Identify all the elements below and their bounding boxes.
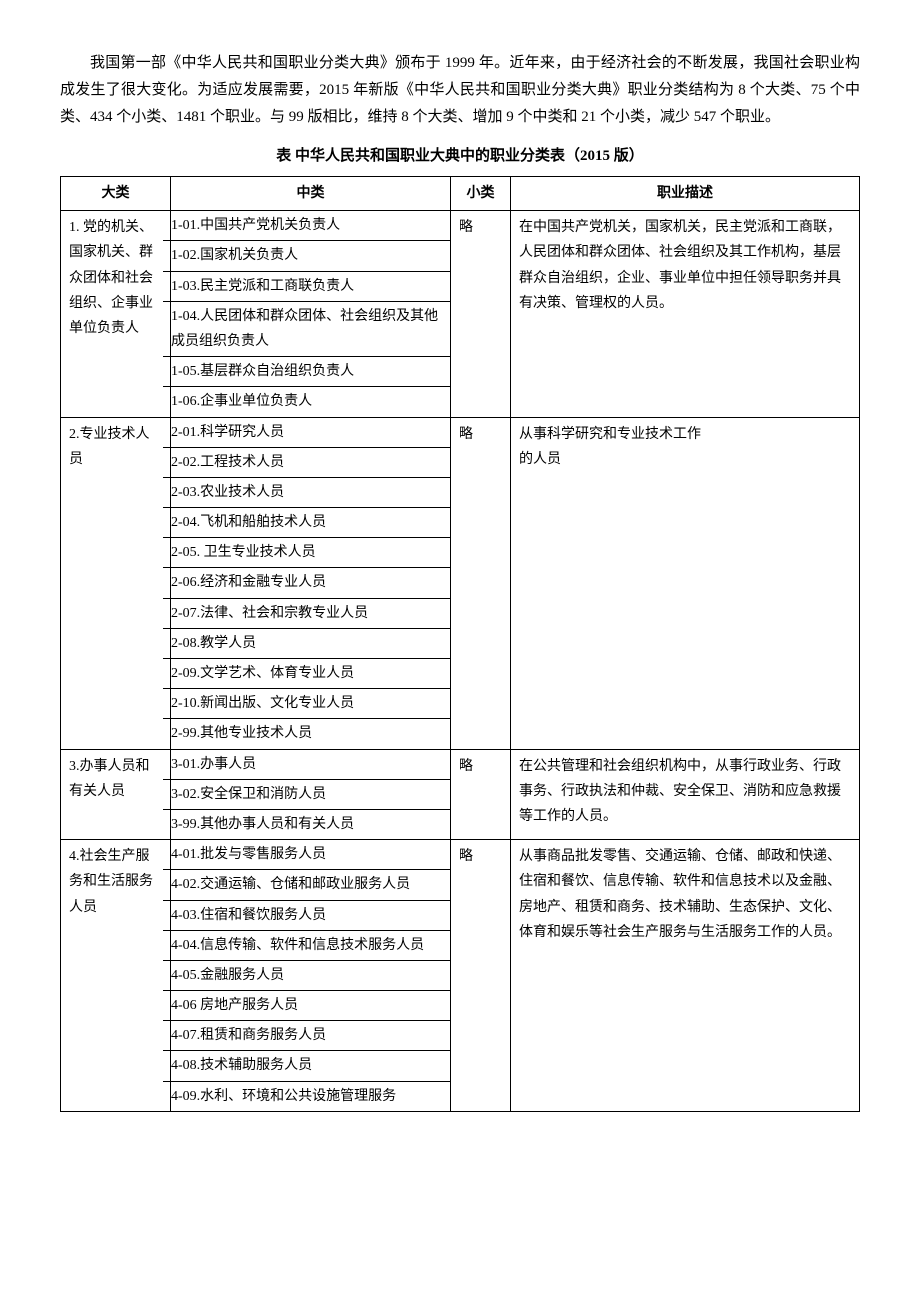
mid-item: 2-09.文学艺术、体育专业人员 <box>163 659 458 689</box>
mid-item: 1-06.企事业单位负责人 <box>163 387 458 416</box>
cell-major: 4.社会生产服务和生活服务人员 <box>61 840 171 1112</box>
mid-item: 4-04.信息传输、软件和信息技术服务人员 <box>163 931 458 961</box>
mid-item: 3-02.安全保卫和消防人员 <box>163 780 458 810</box>
header-mid: 中类 <box>171 177 451 211</box>
table-row: 3.办事人员和有关人员3-01.办事人员3-02.安全保卫和消防人员3-99.其… <box>61 749 860 840</box>
cell-minor: 略 <box>451 211 511 417</box>
cell-desc: 从事科学研究和专业技术工作 的人员 <box>511 417 860 749</box>
mid-item: 1-03.民主党派和工商联负责人 <box>163 272 458 302</box>
mid-item: 2-05. 卫生专业技术人员 <box>163 538 458 568</box>
mid-item: 4-07.租赁和商务服务人员 <box>163 1021 458 1051</box>
mid-item: 4-09.水利、环境和公共设施管理服务 <box>163 1082 458 1111</box>
cell-desc: 从事商品批发零售、交通运输、仓储、邮政和快递、住宿和餐饮、信息传输、软件和信息技… <box>511 840 860 1112</box>
mid-item: 2-06.经济和金融专业人员 <box>163 568 458 598</box>
table-title: 表 中华人民共和国职业大典中的职业分类表（2015 版） <box>60 143 860 170</box>
header-minor: 小类 <box>451 177 511 211</box>
mid-item: 2-01.科学研究人员 <box>163 418 458 448</box>
mid-item: 2-08.教学人员 <box>163 629 458 659</box>
cell-major: 3.办事人员和有关人员 <box>61 749 171 840</box>
table-row: 4.社会生产服务和生活服务人员4-01.批发与零售服务人员4-02.交通运输、仓… <box>61 840 860 1112</box>
cell-minor: 略 <box>451 749 511 840</box>
cell-mid: 4-01.批发与零售服务人员4-02.交通运输、仓储和邮政业服务人员4-03.住… <box>171 840 451 1112</box>
mid-item: 2-02.工程技术人员 <box>163 448 458 478</box>
cell-mid: 2-01.科学研究人员2-02.工程技术人员2-03.农业技术人员2-04.飞机… <box>171 417 451 749</box>
mid-item: 4-06 房地产服务人员 <box>163 991 458 1021</box>
mid-item: 4-05.金融服务人员 <box>163 961 458 991</box>
mid-item: 4-01.批发与零售服务人员 <box>163 840 458 870</box>
mid-item: 2-03.农业技术人员 <box>163 478 458 508</box>
mid-item: 4-02.交通运输、仓储和邮政业服务人员 <box>163 870 458 900</box>
mid-item: 2-10.新闻出版、文化专业人员 <box>163 689 458 719</box>
header-major: 大类 <box>61 177 171 211</box>
table-header-row: 大类 中类 小类 职业描述 <box>61 177 860 211</box>
mid-item: 4-08.技术辅助服务人员 <box>163 1051 458 1081</box>
classification-table: 大类 中类 小类 职业描述 1. 党的机关、国家机关、群众团体和社会组织、企事业… <box>60 176 860 1112</box>
cell-minor: 略 <box>451 840 511 1112</box>
cell-major: 1. 党的机关、国家机关、群众团体和社会组织、企事业单位负责人 <box>61 211 171 417</box>
header-desc: 职业描述 <box>511 177 860 211</box>
mid-item: 2-04.飞机和船舶技术人员 <box>163 508 458 538</box>
table-row: 1. 党的机关、国家机关、群众团体和社会组织、企事业单位负责人1-01.中国共产… <box>61 211 860 417</box>
mid-item: 1-05.基层群众自治组织负责人 <box>163 357 458 387</box>
mid-item: 3-99.其他办事人员和有关人员 <box>163 810 458 839</box>
cell-minor: 略 <box>451 417 511 749</box>
cell-mid: 1-01.中国共产党机关负责人1-02.国家机关负责人1-03.民主党派和工商联… <box>171 211 451 417</box>
cell-major: 2.专业技术人员 <box>61 417 171 749</box>
document-intro: 我国第一部《中华人民共和国职业分类大典》颁布于 1999 年。近年来，由于经济社… <box>60 50 860 131</box>
cell-desc: 在中国共产党机关，国家机关，民主党派和工商联，人民团体和群众团体、社会组织及其工… <box>511 211 860 417</box>
mid-item: 4-03.住宿和餐饮服务人员 <box>163 901 458 931</box>
mid-item: 1-04.人民团体和群众团体、社会组织及其他成员组织负责人 <box>163 302 458 357</box>
table-row: 2.专业技术人员2-01.科学研究人员2-02.工程技术人员2-03.农业技术人… <box>61 417 860 749</box>
mid-item: 2-99.其他专业技术人员 <box>163 719 458 748</box>
mid-item: 1-01.中国共产党机关负责人 <box>163 211 458 241</box>
mid-item: 2-07.法律、社会和宗教专业人员 <box>163 599 458 629</box>
cell-mid: 3-01.办事人员3-02.安全保卫和消防人员3-99.其他办事人员和有关人员 <box>171 749 451 840</box>
mid-item: 3-01.办事人员 <box>163 750 458 780</box>
cell-desc: 在公共管理和社会组织机构中，从事行政业务、行政事务、行政执法和仲裁、安全保卫、消… <box>511 749 860 840</box>
mid-item: 1-02.国家机关负责人 <box>163 241 458 271</box>
